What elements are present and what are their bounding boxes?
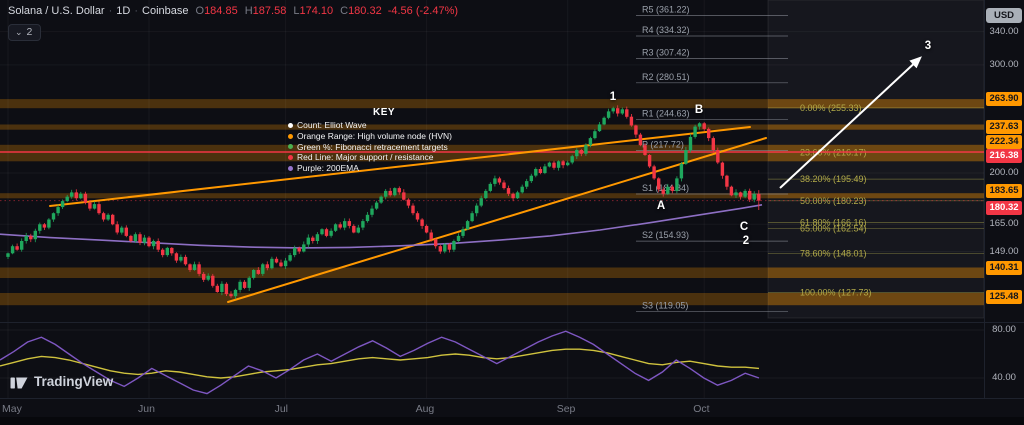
svg-text:R4 (334.32): R4 (334.32) (642, 25, 690, 35)
svg-text:R1 (244.63): R1 (244.63) (642, 108, 690, 118)
candles (6, 105, 761, 300)
svg-text:38.20% (195.49): 38.20% (195.49) (800, 174, 867, 184)
key-item: Red Line: Major support / resistance (288, 152, 480, 163)
svg-text:S3 (119.05): S3 (119.05) (642, 300, 688, 310)
low-letter: L (293, 5, 300, 17)
key-item: Orange Range: High volume node (HVN) (288, 131, 480, 142)
object-tree-button[interactable]: ⌄ 2 (8, 24, 42, 41)
hvn-bands (0, 99, 984, 306)
key-item-text: Purple: 200EMA (297, 163, 359, 174)
separator-dot: · (108, 5, 113, 17)
trendlines (49, 126, 767, 303)
open-value: 184.85 (204, 5, 238, 17)
svg-text:100.00% (127.73): 100.00% (127.73) (800, 288, 872, 298)
key-item-text: Green %: Fibonacci retracement targets (297, 141, 448, 152)
key-legend[interactable]: KEY Count: Elliot Wave Orange Range: High… (288, 107, 480, 174)
key-bullet-icon (288, 122, 293, 128)
svg-text:S2 (154.93): S2 (154.93) (642, 230, 689, 240)
symbol-title[interactable]: Solana / U.S. Dollar (8, 5, 105, 17)
exchange-label[interactable]: Coinbase (142, 5, 189, 17)
chevron-down-icon: ⌄ (15, 26, 23, 37)
high-letter: H (244, 5, 253, 17)
key-item-text: Count: Elliot Wave (297, 120, 367, 130)
key-bullet-icon (288, 155, 293, 161)
object-count: 2 (26, 26, 33, 38)
svg-text:65.00% (162.54): 65.00% (162.54) (800, 223, 867, 233)
bottom-strip (0, 417, 1024, 425)
key-bullet-icon (288, 166, 293, 172)
separator-dot: · (134, 5, 139, 17)
oscillator (0, 330, 760, 395)
key-item: Purple: 200EMA (288, 163, 480, 174)
close-value: 180.32 (348, 5, 382, 17)
key-item-text: Red Line: Major support / resistance (297, 152, 434, 163)
low-value: 174.10 (299, 5, 334, 17)
key-items: Count: Elliot Wave Orange Range: High vol… (288, 120, 480, 174)
elliott-arrow (779, 56, 922, 189)
tradingview-icon (10, 377, 28, 388)
pivot-levels: R5 (361.22) R4 (334.32) R3 (307.42) R2 (280… (636, 4, 788, 312)
interval-label[interactable]: 1D (116, 5, 131, 17)
svg-text:S1 (184.84): S1 (184.84) (642, 183, 689, 193)
tradingview-logo[interactable]: TradingView (10, 374, 113, 389)
tradingview-wordmark: TradingView (34, 374, 114, 389)
open-letter: O (195, 5, 205, 17)
ema-line (0, 204, 763, 249)
svg-text:R5 (361.22): R5 (361.22) (642, 4, 690, 14)
svg-text:78.60% (148.01): 78.60% (148.01) (800, 248, 867, 258)
svg-text:61.80% (166.16): 61.80% (166.16) (800, 217, 867, 227)
projection-zone (767, 0, 985, 319)
key-item: Count: Elliot Wave (288, 120, 480, 131)
svg-text:0.00% (255.33): 0.00% (255.33) (800, 103, 862, 113)
key-title: KEY (372, 107, 396, 118)
svg-text:R3 (307.42): R3 (307.42) (642, 47, 690, 57)
svg-text:P (217.72): P (217.72) (642, 139, 684, 149)
grid (0, 0, 1024, 399)
key-item: Green %: Fibonacci retracement targets (288, 142, 480, 153)
key-item-text: Orange Range: High volume node (HVN) (297, 130, 452, 141)
close-letter: C (340, 5, 349, 17)
key-bullet-icon (288, 133, 293, 139)
key-bullet-icon (288, 144, 293, 150)
change-value: -4.56 (-2.47%) (387, 5, 459, 17)
svg-text:R2 (280.51): R2 (280.51) (642, 72, 690, 82)
symbol-legend[interactable]: Solana / U.S. Dollar · 1D · Coinbase O184.85 H… (8, 5, 458, 17)
high-value: 187.58 (252, 5, 287, 17)
